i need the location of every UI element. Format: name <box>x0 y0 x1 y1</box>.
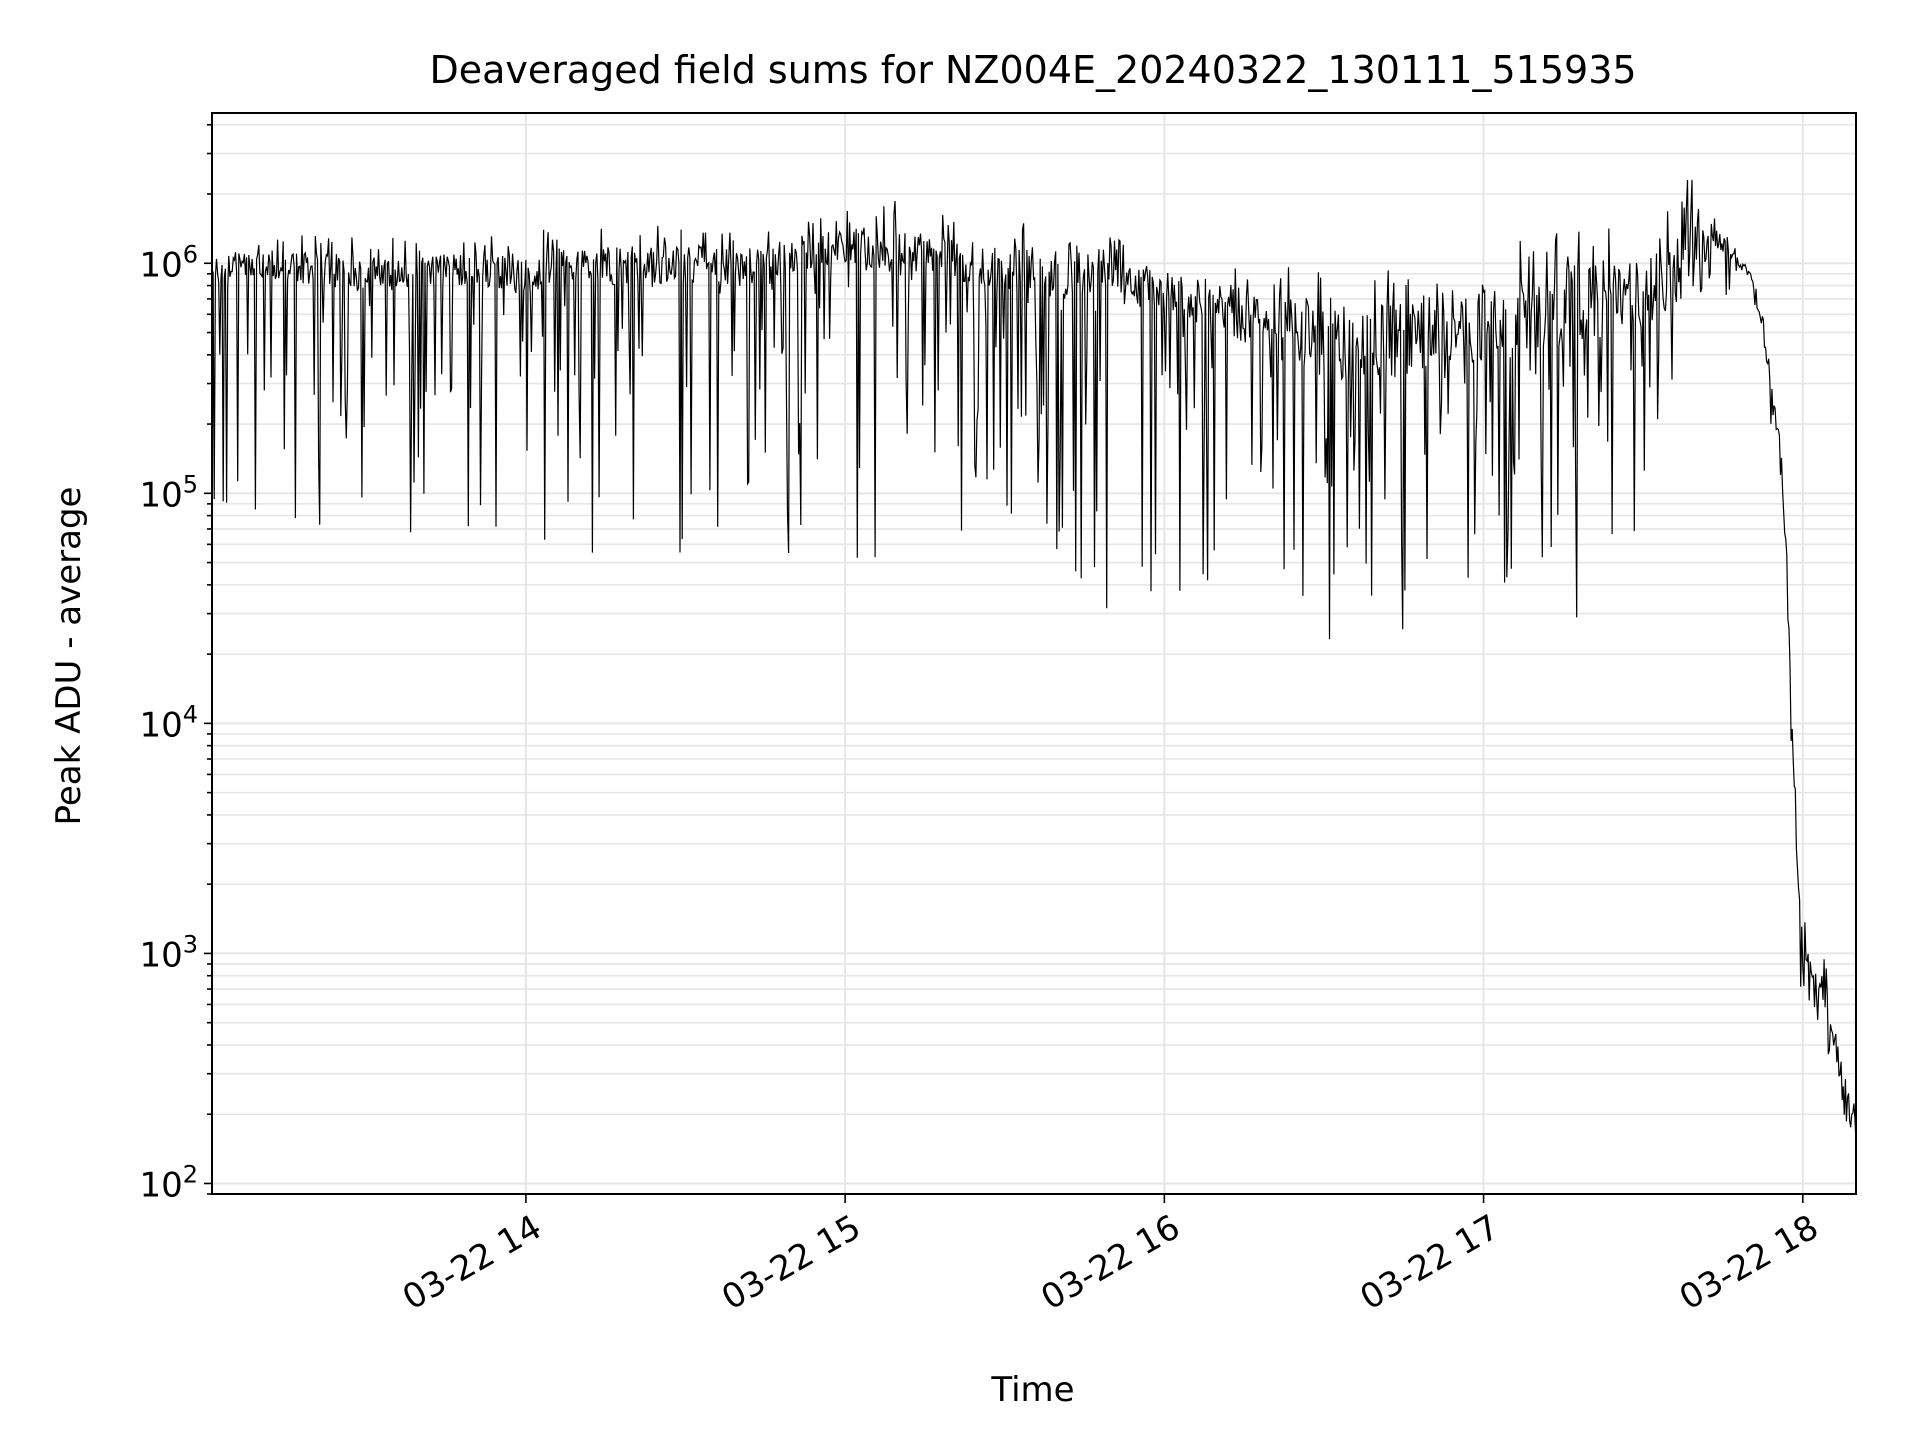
x-tick-label: 03-22 14 <box>396 1207 548 1318</box>
x-axis-ticks: 03-22 14 03-22 15 03-22 16 03-22 17 03-22 18 <box>396 1194 1825 1318</box>
y-tick-label: 104 <box>139 700 198 745</box>
y-tick-label-base: 10 <box>139 705 182 745</box>
x-tick-label: 03-22 18 <box>1673 1207 1825 1318</box>
grid-lines <box>212 113 1856 1195</box>
y-tick-label-exponent: 4 <box>183 700 198 728</box>
y-tick-label-exponent: 2 <box>183 1160 198 1188</box>
y-tick-label: 106 <box>139 240 198 285</box>
x-axis-label: Time <box>990 1370 1074 1410</box>
y-tick-label-exponent: 3 <box>183 930 198 958</box>
y-axis-label: Peak ADU - average <box>49 487 89 826</box>
y-tick-label-base: 10 <box>139 475 182 515</box>
x-tick-label: 03-22 17 <box>1354 1207 1506 1318</box>
chart-title: Deaveraged field sums for NZ004E_2024032… <box>429 48 1636 92</box>
x-tick-label: 03-22 16 <box>1034 1207 1186 1318</box>
series-line <box>211 179 1857 1144</box>
y-tick-label: 103 <box>139 930 198 975</box>
y-tick-label-base: 10 <box>139 935 182 975</box>
y-tick-label-base: 10 <box>139 1165 182 1205</box>
y-tick-label-exponent: 6 <box>183 240 198 268</box>
y-tick-label: 102 <box>139 1160 198 1205</box>
x-tick-label: 03-22 15 <box>715 1207 867 1318</box>
y-tick-label-exponent: 5 <box>183 470 198 498</box>
y-tick-label-base: 10 <box>139 245 182 285</box>
y-tick-label: 105 <box>139 470 198 515</box>
